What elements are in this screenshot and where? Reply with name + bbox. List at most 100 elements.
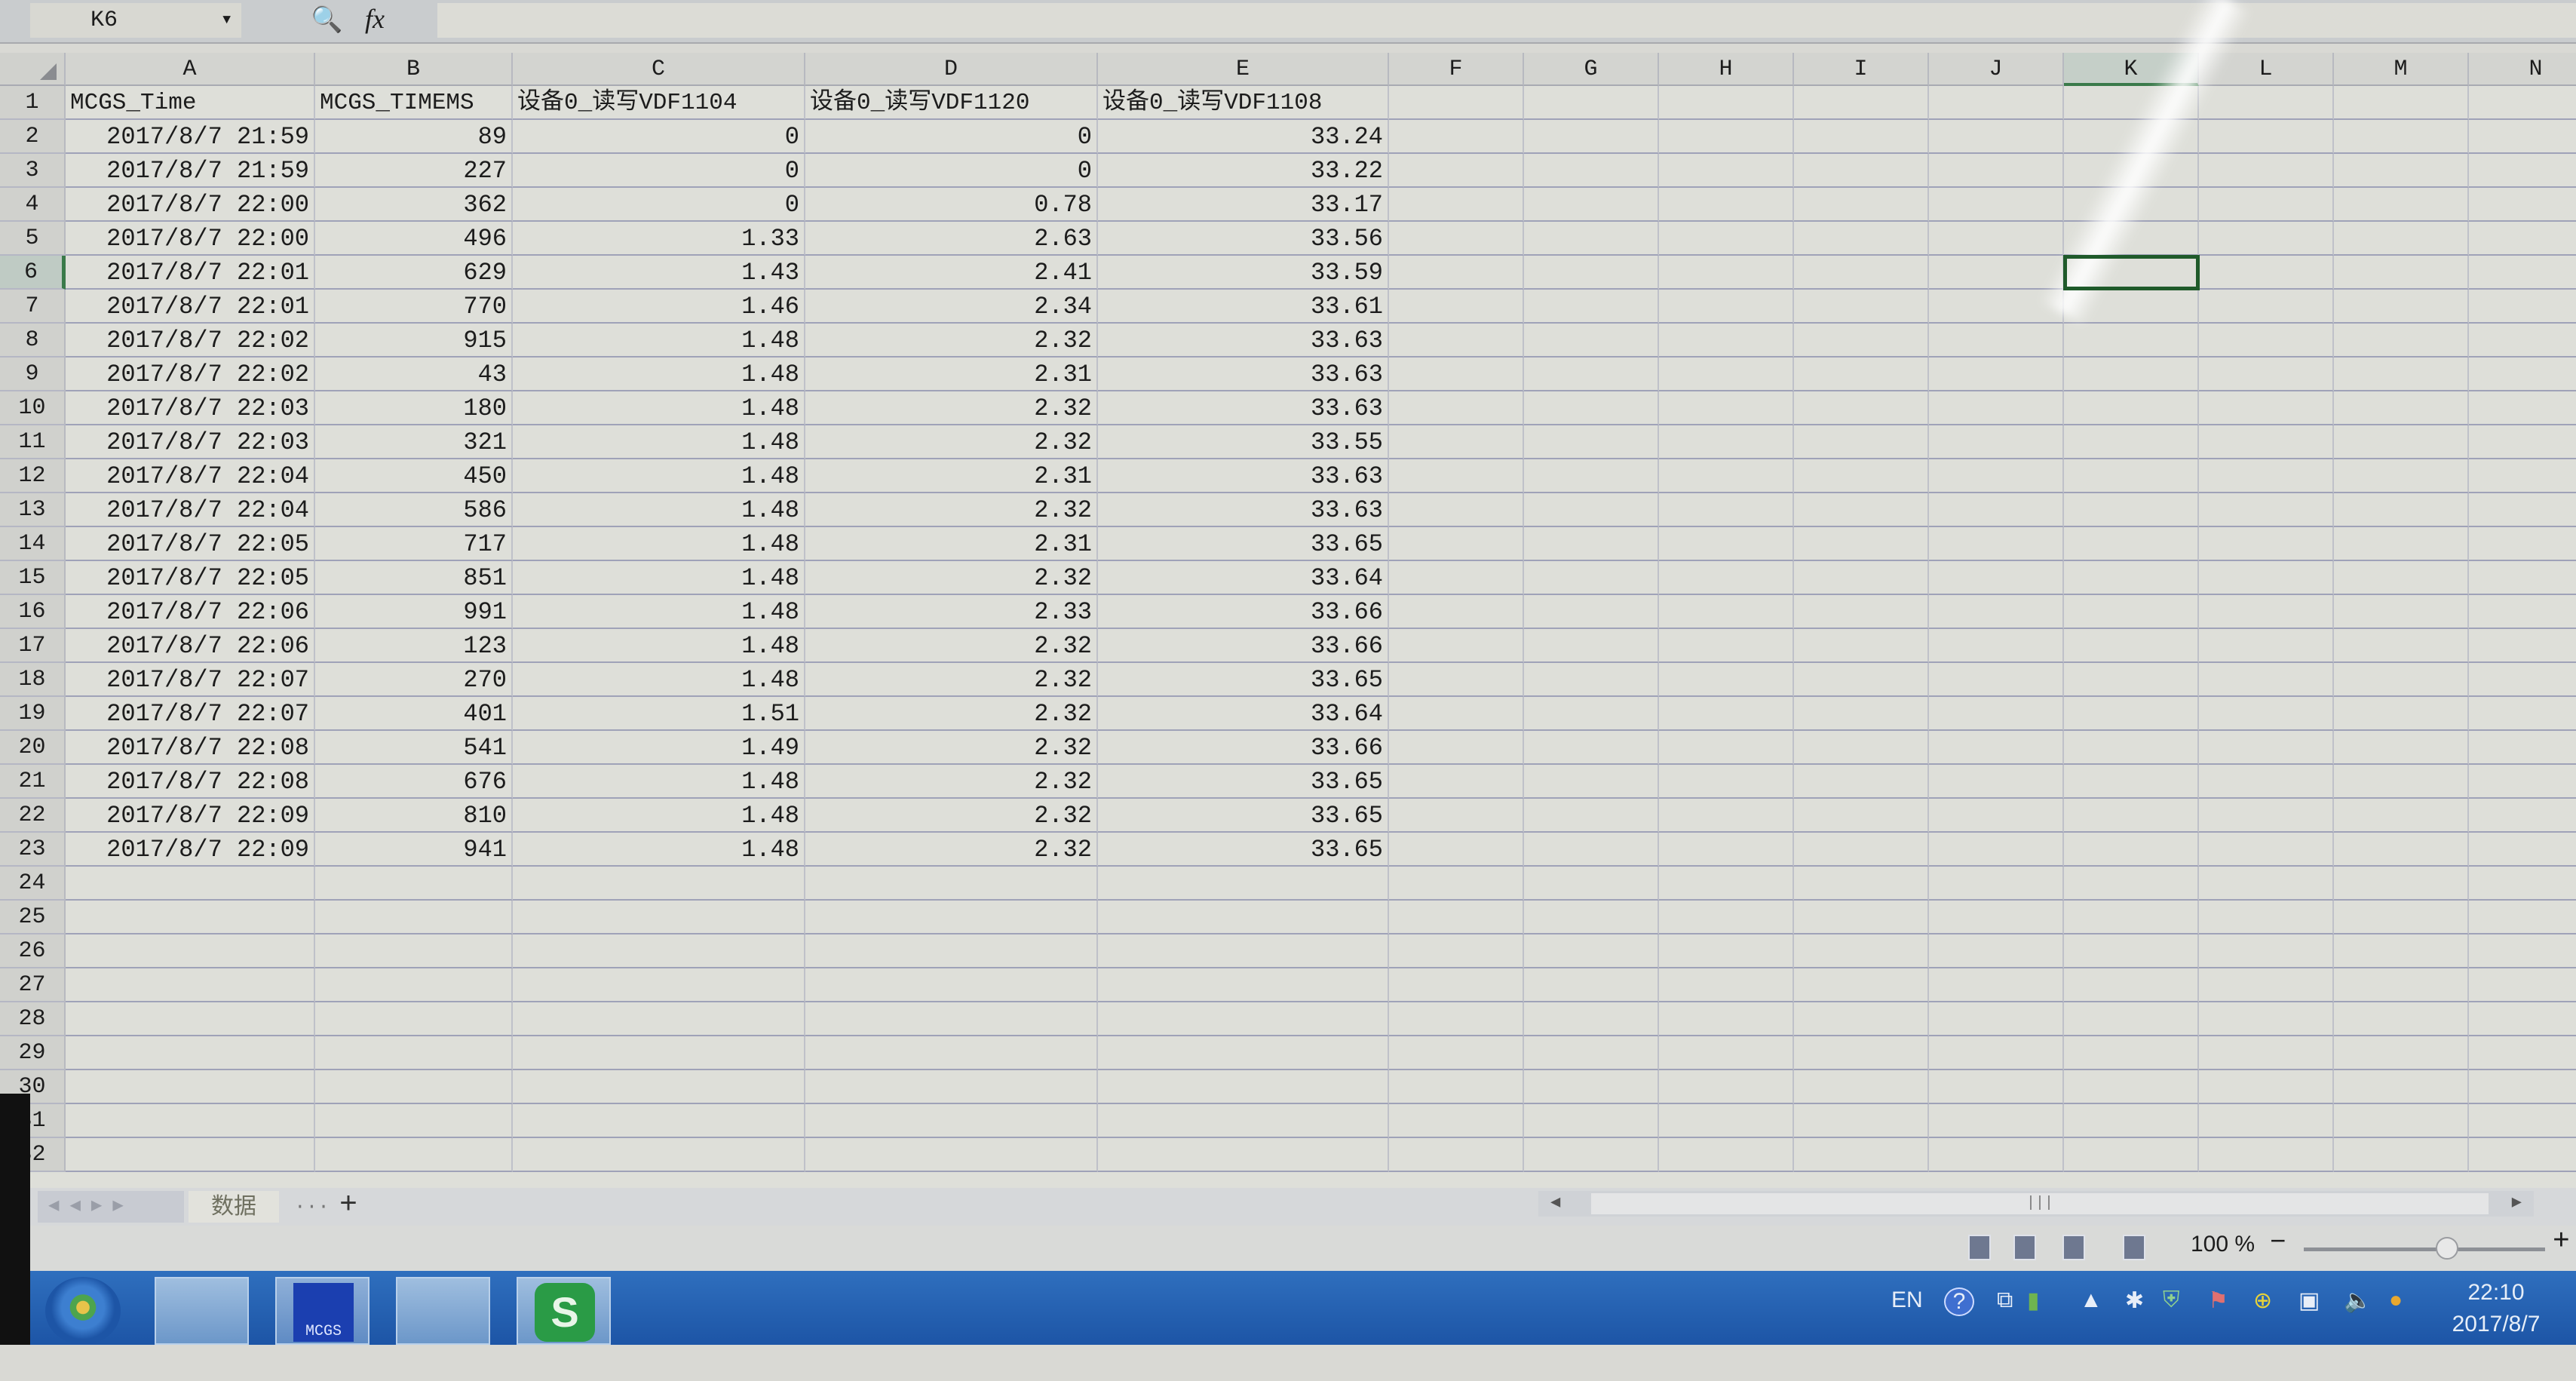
cell-G17[interactable] <box>1524 629 1659 663</box>
cell-N21[interactable] <box>2469 765 2576 799</box>
scroll-right-icon[interactable]: ▶ <box>2511 1193 2522 1212</box>
scroll-left-icon[interactable]: ◀ <box>1550 1193 1561 1212</box>
cell-F13[interactable] <box>1389 493 1524 527</box>
cell-E18[interactable]: 33.65 <box>1098 663 1389 697</box>
cell-A26[interactable] <box>66 934 315 968</box>
cell-H17[interactable] <box>1659 629 1794 663</box>
cell-H18[interactable] <box>1659 663 1794 697</box>
cell-I17[interactable] <box>1794 629 1929 663</box>
cell-F25[interactable] <box>1389 901 1524 934</box>
cell-F19[interactable] <box>1389 697 1524 731</box>
cell-F24[interactable] <box>1389 867 1524 901</box>
cell-N20[interactable] <box>2469 731 2576 765</box>
cell-B32[interactable] <box>315 1138 513 1172</box>
cell-K8[interactable] <box>2064 324 2199 358</box>
cell-L7[interactable] <box>2199 290 2334 324</box>
row-header-23[interactable]: 23 <box>0 833 66 867</box>
cell-L25[interactable] <box>2199 901 2334 934</box>
cell-H32[interactable] <box>1659 1138 1794 1172</box>
cell-H30[interactable] <box>1659 1070 1794 1104</box>
cell-F8[interactable] <box>1389 324 1524 358</box>
cell-C11[interactable]: 1.48 <box>513 425 805 459</box>
cell-C30[interactable] <box>513 1070 805 1104</box>
zoom-slider[interactable] <box>2304 1237 2545 1260</box>
cell-L11[interactable] <box>2199 425 2334 459</box>
cell-H11[interactable] <box>1659 425 1794 459</box>
cell-D7[interactable]: 2.34 <box>805 290 1098 324</box>
cell-M25[interactable] <box>2334 901 2469 934</box>
cell-I30[interactable] <box>1794 1070 1929 1104</box>
cell-H24[interactable] <box>1659 867 1794 901</box>
cell-G8[interactable] <box>1524 324 1659 358</box>
cell-N7[interactable] <box>2469 290 2576 324</box>
column-header-H[interactable]: H <box>1659 53 1794 86</box>
cell-F12[interactable] <box>1389 459 1524 493</box>
cell-D3[interactable]: 0 <box>805 154 1098 188</box>
cell-H21[interactable] <box>1659 765 1794 799</box>
cell-H29[interactable] <box>1659 1036 1794 1070</box>
cell-A17[interactable]: 2017/8/7 22:06 <box>66 629 315 663</box>
cell-K26[interactable] <box>2064 934 2199 968</box>
cell-J6[interactable] <box>1929 256 2064 290</box>
cell-C22[interactable]: 1.48 <box>513 799 805 833</box>
horizontal-scrollbar[interactable]: ◀ ||| ▶ <box>1538 1191 2534 1217</box>
cell-B6[interactable]: 629 <box>315 256 513 290</box>
cell-I11[interactable] <box>1794 425 1929 459</box>
cell-I14[interactable] <box>1794 527 1929 561</box>
cell-A1[interactable]: MCGS_Time <box>66 86 315 120</box>
cell-D6[interactable]: 2.41 <box>805 256 1098 290</box>
row-header-21[interactable]: 21 <box>0 765 66 799</box>
cell-B7[interactable]: 770 <box>315 290 513 324</box>
cell-G1[interactable] <box>1524 86 1659 120</box>
cell-A13[interactable]: 2017/8/7 22:04 <box>66 493 315 527</box>
cell-D4[interactable]: 0.78 <box>805 188 1098 222</box>
cell-M28[interactable] <box>2334 1002 2469 1036</box>
cell-M1[interactable] <box>2334 86 2469 120</box>
cell-A23[interactable]: 2017/8/7 22:09 <box>66 833 315 867</box>
cell-L21[interactable] <box>2199 765 2334 799</box>
cell-H22[interactable] <box>1659 799 1794 833</box>
cell-N6[interactable] <box>2469 256 2576 290</box>
cell-I9[interactable] <box>1794 358 1929 391</box>
row-header-1[interactable]: 1 <box>0 86 66 120</box>
cell-J27[interactable] <box>1929 968 2064 1002</box>
cell-L29[interactable] <box>2199 1036 2334 1070</box>
cell-K13[interactable] <box>2064 493 2199 527</box>
cell-N13[interactable] <box>2469 493 2576 527</box>
taskbar-device-manager[interactable] <box>396 1277 490 1345</box>
row-header-8[interactable]: 8 <box>0 324 66 358</box>
cell-L13[interactable] <box>2199 493 2334 527</box>
cell-H20[interactable] <box>1659 731 1794 765</box>
cell-M16[interactable] <box>2334 595 2469 629</box>
cell-I5[interactable] <box>1794 222 1929 256</box>
cell-G21[interactable] <box>1524 765 1659 799</box>
column-header-D[interactable]: D <box>805 53 1098 86</box>
cell-G16[interactable] <box>1524 595 1659 629</box>
cell-J18[interactable] <box>1929 663 2064 697</box>
cell-E11[interactable]: 33.55 <box>1098 425 1389 459</box>
cell-J29[interactable] <box>1929 1036 2064 1070</box>
cell-N18[interactable] <box>2469 663 2576 697</box>
cell-E14[interactable]: 33.65 <box>1098 527 1389 561</box>
cell-E30[interactable] <box>1098 1070 1389 1104</box>
spreadsheet-grid[interactable]: A B C D E F G H I J K L M N 1 MCGS_Time MCGS_TIMEMS 设备0_读… <box>0 53 2576 1188</box>
cell-J14[interactable] <box>1929 527 2064 561</box>
show-hidden-icons[interactable]: ▲ <box>2080 1287 2102 1312</box>
cell-C15[interactable]: 1.48 <box>513 561 805 595</box>
cell-K30[interactable] <box>2064 1070 2199 1104</box>
cell-C17[interactable]: 1.48 <box>513 629 805 663</box>
cell-E27[interactable] <box>1098 968 1389 1002</box>
cell-E31[interactable] <box>1098 1104 1389 1138</box>
cell-C19[interactable]: 1.51 <box>513 697 805 731</box>
cell-B14[interactable]: 717 <box>315 527 513 561</box>
cell-J10[interactable] <box>1929 391 2064 425</box>
cell-I3[interactable] <box>1794 154 1929 188</box>
cell-M9[interactable] <box>2334 358 2469 391</box>
cell-K5[interactable] <box>2064 222 2199 256</box>
cell-D19[interactable]: 2.32 <box>805 697 1098 731</box>
cell-C28[interactable] <box>513 1002 805 1036</box>
cell-C14[interactable]: 1.48 <box>513 527 805 561</box>
column-header-E[interactable]: E <box>1098 53 1389 86</box>
cell-B9[interactable]: 43 <box>315 358 513 391</box>
cell-B26[interactable] <box>315 934 513 968</box>
